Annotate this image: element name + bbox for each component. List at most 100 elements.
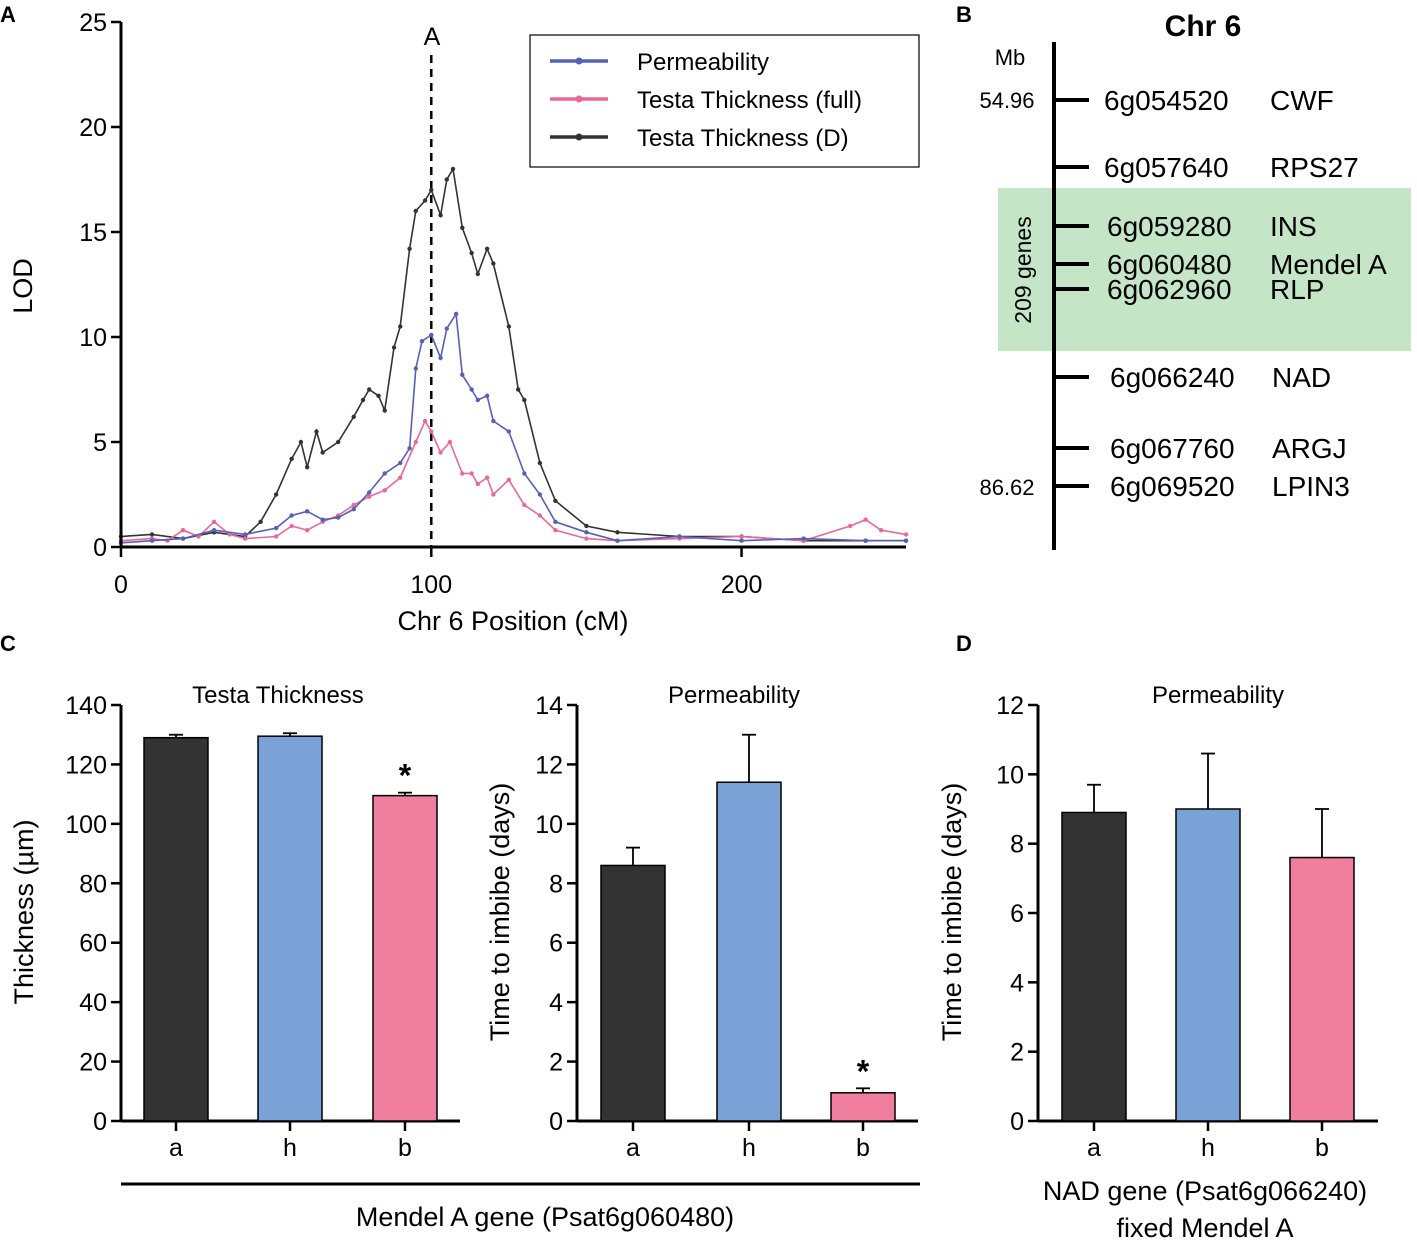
y-tick-label: 2	[1010, 1039, 1024, 1067]
y-tick-label: 0	[93, 534, 107, 562]
gene-id: 6g066240	[1110, 362, 1235, 393]
legend: Permeability Testa Thickness (full) Test…	[529, 34, 920, 168]
y-axis-title: LOD	[8, 258, 38, 314]
data-point	[429, 429, 434, 434]
data-point	[615, 538, 620, 543]
data-point	[553, 519, 558, 524]
data-point	[444, 326, 449, 331]
legend-label-testa-full: Testa Thickness (full)	[637, 87, 862, 114]
data-point	[677, 534, 682, 539]
y-axis-title: Time to imbibe (days)	[937, 783, 967, 1042]
data-point	[537, 460, 543, 466]
data-point	[553, 528, 558, 533]
significance-marker: *	[399, 758, 412, 794]
series-line	[120, 311, 906, 544]
gene-name: LPIN3	[1272, 471, 1350, 502]
x-tick-label: h	[1201, 1134, 1215, 1162]
x-tick-label: b	[856, 1134, 870, 1162]
data-point	[413, 366, 418, 371]
data-point	[335, 439, 341, 445]
data-point	[438, 213, 443, 218]
data-point	[413, 208, 418, 214]
gene-row: 6g062960 RLP	[1054, 274, 1324, 305]
data-point	[398, 460, 403, 466]
x-tick-label: h	[283, 1134, 297, 1162]
data-point	[447, 439, 453, 445]
gene-id: 6g059280	[1107, 211, 1232, 242]
data-point	[273, 534, 279, 539]
gene-id: 6g057640	[1104, 152, 1229, 183]
gene-name: INS	[1270, 211, 1317, 242]
legend-label-permeability: Permeability	[637, 49, 769, 76]
panel-label-d: D	[956, 631, 972, 656]
data-point	[537, 513, 543, 518]
legend-dot-permeability	[575, 57, 583, 65]
data-point	[903, 538, 909, 543]
data-point	[258, 519, 263, 524]
data-point	[382, 471, 387, 476]
nad-permeability-bar-chart: Permeability Time to imbibe (days) 0 2 4 6 8…	[937, 682, 1378, 1162]
y-tick-label: 6	[549, 930, 563, 958]
data-point	[484, 246, 490, 251]
gene-row: 6g054520 CWF	[1054, 85, 1334, 116]
data-point	[450, 166, 456, 172]
data-point	[515, 387, 521, 392]
y-tick-label: 4	[1010, 969, 1024, 997]
panel-label-c: C	[0, 631, 16, 656]
y-tick-label: 12	[535, 751, 563, 779]
y-tick-label: 8	[1010, 831, 1024, 859]
data-point	[584, 530, 589, 535]
data-point	[438, 450, 443, 455]
legend-dot-testa-full	[575, 95, 583, 103]
gene-name: NAD	[1272, 362, 1331, 393]
series-testa-thickness-full-	[118, 418, 909, 543]
y-tick-label: 14	[535, 692, 563, 720]
gene-id: 6g067760	[1110, 433, 1235, 464]
data-point	[407, 446, 412, 451]
data-point	[289, 513, 294, 518]
gene-row: 6g057640 RPS27	[1054, 152, 1359, 183]
gene-id: 6g069520	[1110, 471, 1235, 502]
bar-a	[1061, 811, 1127, 1122]
data-point	[149, 538, 155, 543]
data-point	[491, 261, 496, 266]
gene-name: RLP	[1270, 274, 1324, 305]
gene-name: CWF	[1270, 85, 1334, 116]
chart-title: Permeability	[1152, 682, 1284, 709]
data-point	[863, 517, 868, 522]
data-point	[429, 332, 434, 338]
panel-c: C Testa Thickness Thickness (µm) 0204060…	[0, 631, 920, 1232]
data-point	[429, 187, 434, 193]
y-tick-label: 15	[79, 219, 107, 247]
data-point	[847, 523, 853, 529]
x-tick-label: a	[169, 1134, 183, 1162]
data-point	[475, 397, 481, 403]
data-point	[460, 471, 465, 476]
x-axis-title: Chr 6 Position (cM)	[397, 606, 628, 636]
data-point	[351, 414, 356, 419]
data-point	[491, 418, 496, 424]
x-tick-label: a	[626, 1134, 640, 1162]
gene-name: Mendel A	[1270, 249, 1387, 280]
data-point	[475, 481, 481, 487]
group-label-line1: NAD gene (Psat6g066240)	[1043, 1176, 1367, 1206]
legend-dot-testa-d	[575, 133, 583, 141]
data-point	[469, 471, 474, 476]
y-axis-title: Time to imbibe (days)	[485, 783, 515, 1042]
bar-h	[716, 781, 782, 1122]
x-tick-label: 0	[114, 571, 128, 599]
data-point	[242, 532, 248, 537]
testa-thickness-bar-chart: Testa Thickness Thickness (µm) 0 20 40 60 80…	[9, 682, 460, 1162]
data-point	[391, 345, 397, 350]
end-position: 86.62	[979, 475, 1034, 500]
data-point	[878, 528, 884, 533]
y-tick-label: 100	[65, 811, 107, 839]
data-point	[522, 502, 527, 508]
data-point	[460, 372, 465, 377]
panel-d: D Permeability Time to imbibe (days) 0 2 4…	[937, 631, 1378, 1243]
data-point	[522, 471, 527, 476]
data-point	[398, 324, 403, 329]
y-tick-label: 0	[1010, 1108, 1024, 1136]
panel-label-a: A	[0, 2, 16, 27]
data-point	[491, 492, 496, 497]
